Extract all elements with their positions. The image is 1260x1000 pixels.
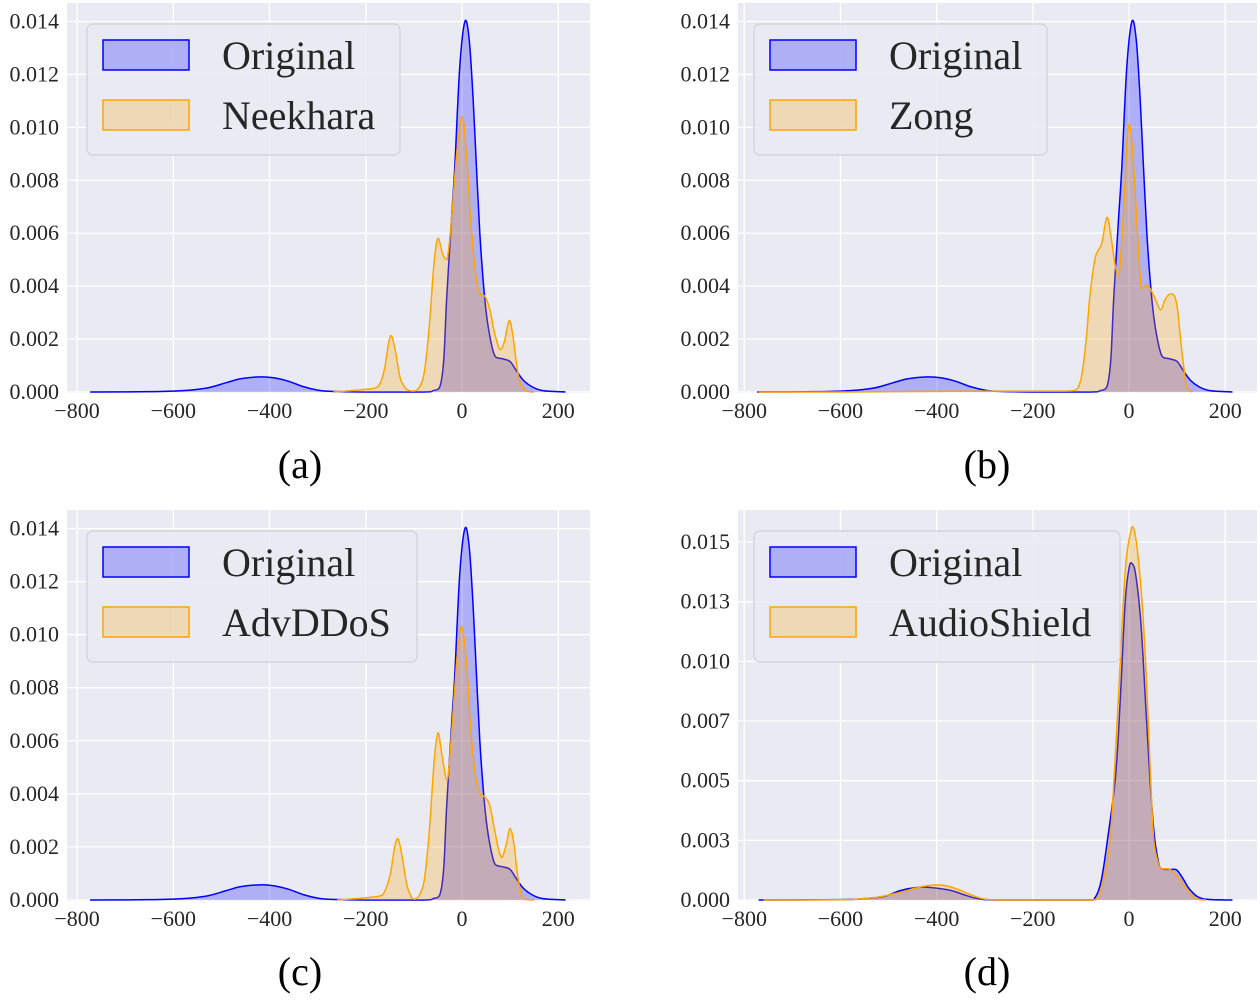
subplot-d: −800 −600 −400 −200 0 200 0.000 0.003 0.005 0.007…	[681, 510, 1257, 994]
x-tick-label: −800	[722, 906, 767, 931]
y-tick-label: 0.000	[10, 379, 60, 404]
x-tick-label: 0	[457, 906, 468, 931]
legend-label: Original	[889, 540, 1022, 585]
x-tick-label: −800	[54, 398, 99, 423]
density-area-original	[758, 562, 1233, 901]
y-tick-label: 0.004	[10, 273, 60, 298]
y-tick-label: 0.014	[681, 9, 731, 34]
y-tick-label: 0.008	[10, 167, 60, 192]
x-tick-label: 200	[1209, 398, 1242, 423]
subplot-caption: (c)	[278, 949, 322, 994]
y-tick-label: 0.003	[681, 827, 731, 852]
legend-swatch	[769, 39, 857, 71]
x-tick-label: −400	[247, 906, 292, 931]
y-tick-label: 0.005	[681, 768, 731, 793]
y-tick-label: 0.014	[10, 516, 60, 541]
y-tick-label: 0.013	[681, 589, 731, 614]
legend-swatch	[769, 606, 857, 638]
legend-label: Original	[889, 33, 1022, 78]
y-tick-label: 0.006	[681, 220, 731, 245]
density-line-advddos	[336, 625, 535, 901]
y-tick-label: 0.002	[10, 326, 60, 351]
y-tick-label: 0.012	[681, 61, 731, 86]
x-tick-label: −800	[722, 398, 767, 423]
subplot-a: −800 −600 −400 −200 0 200 0.000 0.002 0.004 0.006…	[10, 3, 590, 487]
x-tick-label: 0	[1124, 906, 1135, 931]
y-tick-label: 0.000	[10, 887, 60, 912]
legend-box	[86, 23, 401, 156]
x-tick-label: −200	[343, 906, 388, 931]
x-tick-label: −600	[151, 906, 196, 931]
y-tick-label: 0.010	[681, 114, 731, 139]
legend: Original Neekhara	[86, 23, 401, 156]
density-area-neekhara	[333, 116, 535, 392]
subplot-caption: (b)	[964, 442, 1011, 487]
legend-box	[753, 530, 1121, 663]
y-tick-label: 0.014	[10, 9, 60, 34]
legend-swatch	[769, 546, 857, 578]
y-tick-label: 0.010	[681, 648, 731, 673]
y-tick-label: 0.004	[10, 781, 60, 806]
x-tick-label: −600	[818, 906, 863, 931]
y-tick-label: 0.015	[681, 529, 731, 554]
x-tick-label: −400	[914, 906, 959, 931]
legend-label: Zong	[889, 93, 973, 138]
legend: Original AudioShield	[753, 530, 1121, 663]
subplot-c: −800 −600 −400 −200 0 200 0.000 0.002 0.004 0.006…	[10, 510, 590, 994]
legend-swatch	[769, 99, 857, 131]
x-tick-label: −600	[151, 398, 196, 423]
legend-label: Original	[222, 540, 355, 585]
x-tick-label: −600	[818, 398, 863, 423]
x-tick-label: −800	[54, 906, 99, 931]
density-line-original	[757, 19, 1233, 393]
y-tick-label: 0.010	[10, 114, 60, 139]
y-tick-label: 0.010	[10, 622, 60, 647]
y-tick-label: 0.008	[10, 675, 60, 700]
x-tick-label: 200	[542, 398, 575, 423]
legend: Original Zong	[753, 23, 1048, 156]
x-tick-label: 200	[1209, 906, 1242, 931]
y-tick-label: 0.012	[10, 61, 60, 86]
y-tick-label: 0.002	[10, 834, 60, 859]
legend-swatch	[102, 546, 190, 578]
y-tick-label: 0.007	[681, 708, 731, 733]
legend-label: Original	[222, 33, 355, 78]
y-tick-label: 0.006	[10, 728, 60, 753]
density-line-zong	[758, 123, 1194, 393]
density-line-neekhara	[333, 116, 535, 393]
legend-label: Neekhara	[222, 93, 375, 138]
x-tick-label: 0	[457, 398, 468, 423]
x-tick-label: −200	[1010, 906, 1055, 931]
y-tick-label: 0.000	[681, 379, 731, 404]
legend: Original AdvDDoS	[86, 530, 418, 663]
density-area-advddos	[336, 626, 535, 900]
x-tick-label: −400	[914, 398, 959, 423]
legend-box	[753, 23, 1048, 156]
density-area-original	[757, 20, 1233, 392]
x-tick-label: −200	[1010, 398, 1055, 423]
x-tick-label: 0	[1124, 398, 1135, 423]
subplot-b: −800 −600 −400 −200 0 200 0.000 0.002 0.004 0.006…	[681, 3, 1257, 487]
y-tick-label: 0.002	[681, 326, 731, 351]
legend-label: AdvDDoS	[222, 600, 391, 645]
y-tick-label: 0.012	[10, 569, 60, 594]
density-line-audioshield	[763, 526, 1207, 901]
x-tick-label: 200	[542, 906, 575, 931]
density-area-zong	[758, 124, 1193, 392]
subplot-caption: (a)	[278, 442, 322, 487]
x-tick-label: −400	[247, 398, 292, 423]
legend-box	[86, 530, 418, 663]
legend-label: AudioShield	[889, 600, 1091, 645]
legend-swatch	[102, 39, 190, 71]
subplot-caption: (d)	[964, 949, 1011, 994]
x-tick-label: −200	[343, 398, 388, 423]
legend-swatch	[102, 99, 190, 131]
legend-swatch	[102, 606, 190, 638]
y-tick-label: 0.000	[681, 887, 731, 912]
y-tick-label: 0.004	[681, 273, 731, 298]
y-tick-label: 0.006	[10, 220, 60, 245]
y-tick-label: 0.008	[681, 167, 731, 192]
